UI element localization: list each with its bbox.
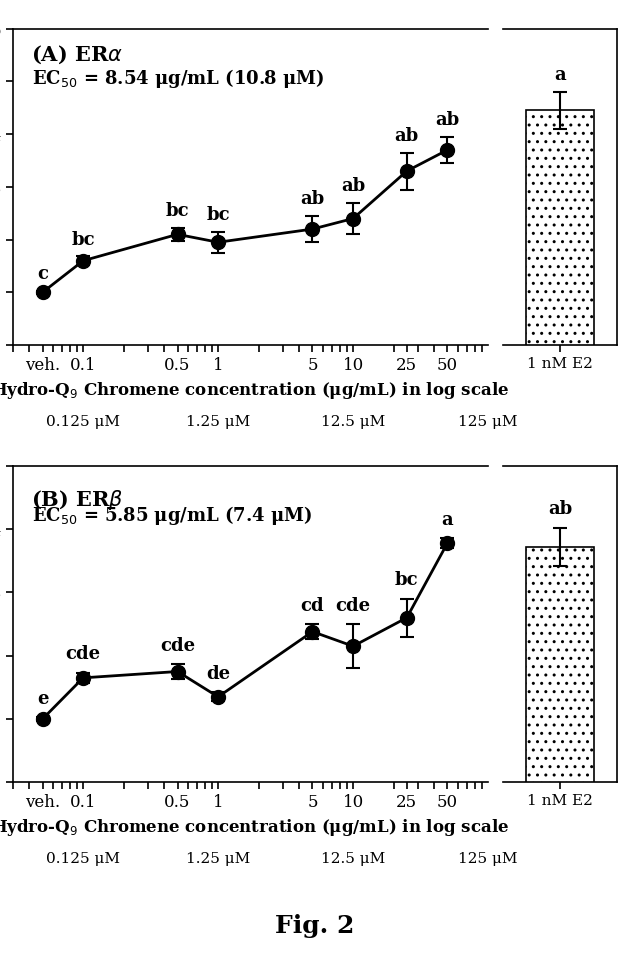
Bar: [525, 110, 594, 345]
Text: 0.125 μM: 0.125 μM: [46, 852, 120, 866]
Text: (B) ER$\beta$: (B) ER$\beta$: [31, 488, 124, 512]
Text: bc: bc: [206, 206, 230, 224]
Text: Fig. 2: Fig. 2: [275, 914, 354, 938]
Text: cd: cd: [301, 596, 324, 614]
Bar: [525, 546, 594, 782]
Text: EC$_{50}$ = 5.85 μg/mL (7.4 μM): EC$_{50}$ = 5.85 μg/mL (7.4 μM): [31, 503, 311, 526]
Text: bc: bc: [71, 231, 95, 249]
Text: 0.125 μM: 0.125 μM: [46, 414, 120, 429]
Text: EC$_{50}$ = 8.54 μg/mL (10.8 μM): EC$_{50}$ = 8.54 μg/mL (10.8 μM): [31, 67, 324, 90]
Text: cde: cde: [160, 636, 195, 655]
Text: a: a: [442, 510, 453, 528]
Text: ab: ab: [394, 126, 418, 145]
Text: a: a: [554, 66, 565, 84]
Text: 1.25 μM: 1.25 μM: [186, 414, 250, 429]
Text: ab: ab: [547, 501, 572, 519]
Text: bc: bc: [394, 571, 418, 590]
Text: de: de: [206, 665, 230, 683]
Text: e: e: [36, 690, 48, 707]
Text: (A) ER$\alpha$: (A) ER$\alpha$: [31, 43, 123, 65]
X-axis label: Hydro-Q$_9$ Chromene concentration (μg/mL) in log scale: Hydro-Q$_9$ Chromene concentration (μg/m…: [0, 380, 509, 401]
Text: 12.5 μM: 12.5 μM: [321, 414, 385, 429]
Text: 125 μM: 125 μM: [458, 852, 518, 866]
Text: cde: cde: [335, 596, 370, 614]
Text: cde: cde: [65, 645, 101, 663]
Text: 12.5 μM: 12.5 μM: [321, 852, 385, 866]
Text: 125 μM: 125 μM: [458, 414, 518, 429]
Text: bc: bc: [165, 202, 189, 220]
Text: ab: ab: [300, 190, 325, 208]
X-axis label: Hydro-Q$_9$ Chromene concentration (μg/mL) in log scale: Hydro-Q$_9$ Chromene concentration (μg/m…: [0, 816, 509, 837]
Text: 1.25 μM: 1.25 μM: [186, 852, 250, 866]
Text: ab: ab: [341, 177, 365, 195]
Text: c: c: [37, 265, 48, 283]
Text: ab: ab: [435, 111, 459, 129]
